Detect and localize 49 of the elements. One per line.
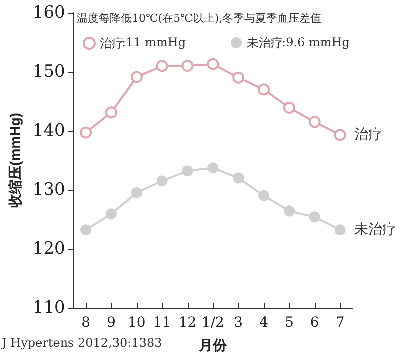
legend-label: 治疗 — [100, 36, 124, 50]
text: 未治疗 — [354, 222, 396, 238]
point — [130, 71, 143, 84]
x-tick-label: 5 — [284, 315, 294, 331]
text: J Hypertens 2012,30:1383 — [0, 336, 162, 350]
point — [208, 162, 219, 174]
point — [80, 126, 92, 139]
text: 治疗 — [354, 127, 382, 144]
y-tick-label: 120 — [32, 239, 66, 259]
x-tick-label: 9 — [107, 315, 116, 331]
legend-label: 未治疗 — [247, 36, 284, 50]
y-tick-label: 130 — [32, 180, 66, 200]
annotation: :9.6 mmHg — [282, 36, 350, 50]
y-axis-title: 收缩压(mmHg) — [7, 113, 23, 208]
x-tick-label: 10 — [128, 315, 146, 331]
x-tick-label: 7 — [336, 315, 345, 331]
point — [258, 84, 270, 96]
point — [258, 190, 270, 202]
point — [106, 208, 117, 220]
point — [131, 187, 142, 198]
x-tick-label: 1/2 — [202, 315, 224, 331]
point — [105, 106, 118, 119]
y-tick-label: 140 — [32, 121, 66, 141]
point — [334, 224, 346, 236]
point — [207, 58, 220, 70]
point — [80, 224, 92, 236]
point — [283, 102, 296, 114]
x-tick-label: 11 — [153, 315, 172, 331]
point — [182, 166, 194, 177]
y-tick-label: 150 — [32, 62, 66, 82]
annotation: :11 mmHg — [122, 36, 186, 50]
point — [334, 129, 346, 142]
point — [284, 206, 295, 217]
x-axis-title: 月份 — [198, 337, 228, 353]
x-tick-label: 4 — [260, 315, 269, 331]
point — [156, 176, 168, 187]
point — [233, 172, 244, 184]
y-tick-label: 110 — [32, 298, 66, 318]
y-tick-label: 160 — [32, 3, 66, 23]
point — [308, 116, 321, 128]
point — [232, 72, 245, 84]
chart-title: 温度每降低10℃(在5℃以上),冬季与夏季血压差值 — [77, 12, 322, 25]
point — [156, 60, 168, 72]
point — [309, 212, 320, 223]
x-tick-label: 8 — [82, 315, 91, 331]
x-tick-label: 12 — [178, 315, 197, 331]
point — [182, 60, 194, 72]
x-tick-label: 6 — [310, 315, 320, 331]
x-tick-label: 3 — [234, 315, 244, 331]
